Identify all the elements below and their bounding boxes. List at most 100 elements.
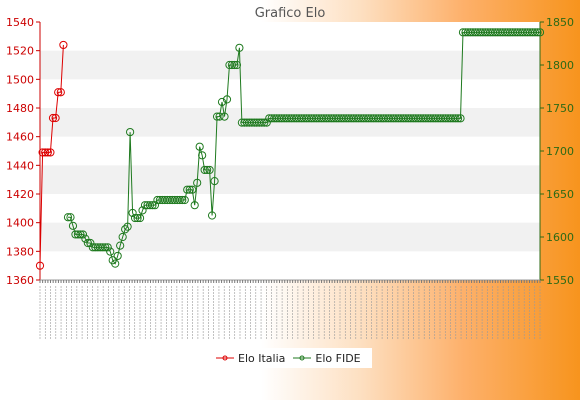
fide-point [126,127,135,137]
left-tick-label: 1480 [6,102,34,115]
right-tick-label: 1550 [546,274,574,287]
fide-point [210,177,219,186]
fide-point [118,232,127,242]
fide-point [217,97,227,107]
italia-point [54,88,63,97]
fide-point [203,165,212,175]
fide-point [188,185,197,194]
left-tick-label: 1440 [6,159,34,172]
fide-point [230,60,239,70]
fide-point [148,201,157,210]
legend-label-fide: Elo FIDE [315,351,361,365]
left-tick-label: 1400 [6,217,34,230]
italia-point [43,148,52,157]
fide-point [63,213,73,222]
fide-point [535,28,545,37]
italia-point [35,261,45,270]
right-tick-label: 1750 [546,102,574,115]
fide-point [185,185,194,194]
fide-point [193,178,202,187]
grid-bands [40,22,540,280]
fide-point [86,238,95,248]
fide-point [260,118,269,127]
right-tick-label: 1700 [546,145,574,158]
fide-point [215,112,224,121]
fide-point [68,221,78,230]
fide-point [180,195,189,205]
fide-point [207,211,217,220]
fide-point [103,243,112,252]
fide-point [205,165,214,175]
fide-point [533,28,542,37]
x-axis-ticks [39,280,541,340]
series-elo-fide [63,28,545,268]
fide-point [235,43,244,52]
fide-point [78,230,88,239]
italia-point [51,113,60,123]
right-tick-label: 1800 [546,59,574,72]
fide-point [113,251,122,261]
fide-point [232,60,242,70]
fide-point [453,114,463,123]
italia-point [41,148,50,157]
fide-point [262,118,271,127]
fide-point [98,243,107,252]
grid-band [40,165,540,194]
fide-point [183,185,192,194]
right-tick-label: 1600 [546,231,574,244]
chart-title: Grafico Elo [255,6,326,21]
fide-point [456,114,465,123]
legend-label-italia: Elo Italia [238,351,286,365]
fide-point [530,28,540,37]
fide-point [195,142,204,151]
legend-swatch-fide [293,355,312,361]
fide-point [222,95,232,104]
grid-band [40,222,540,252]
grid-band [40,50,540,80]
fide-point [73,230,83,239]
fide-point [121,225,130,234]
left-tick-label: 1380 [6,245,34,258]
fide-point [128,208,137,218]
italia-point [38,148,47,157]
fide-point [66,213,75,222]
italia-point [46,148,55,157]
fide-point [145,201,155,210]
left-tick-label: 1460 [6,131,34,144]
left-tick-label: 1500 [6,73,34,86]
fide-point [451,114,460,123]
fide-point [106,247,115,256]
fide-point [190,201,199,210]
fide-point [227,60,237,70]
fide-point [257,118,266,127]
fide-point [76,230,85,239]
legend-item-italia[interactable]: Elo Italia [216,352,285,365]
right-axis-ticks: 1550 1600 1650 1700 1750 1800 1850 [540,16,574,287]
fide-point [123,222,132,231]
series-elo-italia [35,40,68,270]
legend: Elo Italia Elo FIDE [210,348,372,368]
fide-point [83,238,92,248]
fide-point [116,241,125,250]
left-tick-label: 1520 [6,45,34,58]
fide-point [111,259,120,268]
legend-item-fide[interactable]: Elo FIDE [293,351,361,365]
right-tick-label: 1850 [546,16,574,29]
fide-point [81,234,90,243]
left-tick-label: 1540 [6,16,34,29]
italia-point [48,113,58,123]
italia-point [59,40,68,50]
right-tick-label: 1650 [546,188,574,201]
fide-point [133,213,142,223]
left-tick-label: 1420 [6,188,34,201]
fide-point [150,201,160,210]
legend-swatch-italia [216,355,234,361]
italia-point [56,88,65,97]
left-axis-ticks: 1360 1380 1400 1420 1440 1460 1480 1500 1520 1540 [6,16,40,287]
left-tick-label: 1360 [6,274,34,287]
fide-point [220,112,229,121]
fide-point [198,151,207,160]
fide-point [130,213,140,223]
